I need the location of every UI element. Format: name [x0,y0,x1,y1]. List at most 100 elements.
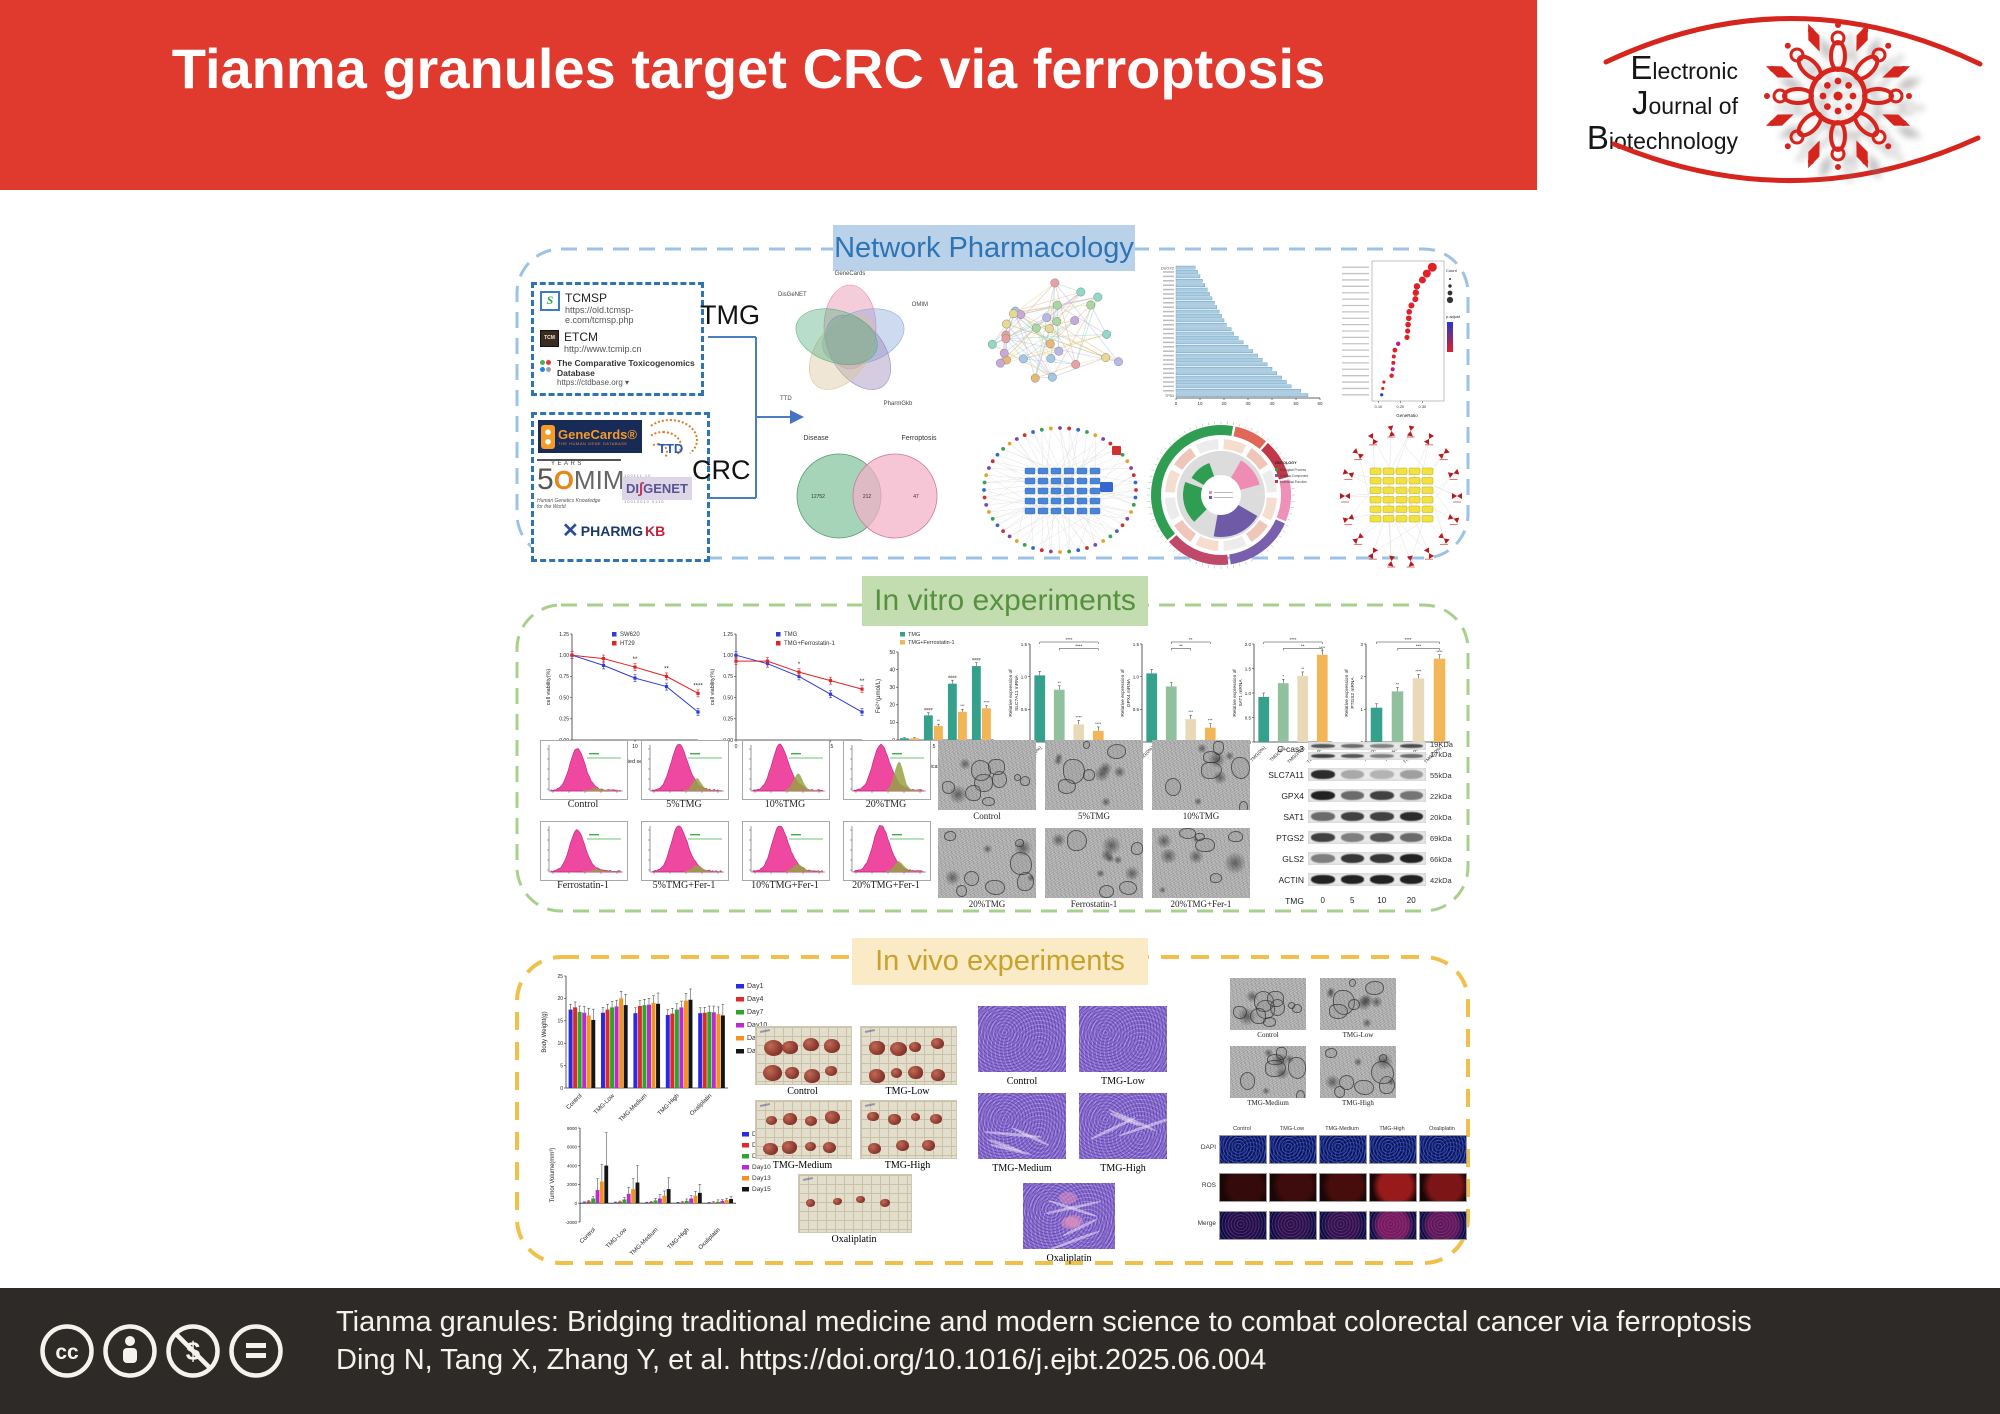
he-panel-label: Oxaliplatin [1046,1253,1092,1264]
svg-text:30: 30 [889,685,895,691]
svg-text:cc: cc [55,1341,79,1364]
ttd-logo: TTD [642,417,702,461]
flow-panel [843,821,931,881]
flow-panel-label: 10%TMG [764,799,806,810]
svg-text:0.75: 0.75 [723,674,733,680]
blot-kda-label: 42kDa [1430,876,1452,885]
svg-text:8000: 8000 [567,1126,578,1131]
crc-databases-box: GeneCards® THE HUMAN GENE DATABASE TTD Y… [531,412,710,562]
blot-band [1340,812,1364,821]
blot-band [1399,854,1423,863]
fluor-cell [1419,1211,1467,1240]
organelle [1192,836,1199,843]
ctd-icon [540,360,552,372]
organelle [964,784,982,801]
em-panel-label: 5%TMG [1078,811,1110,821]
organelle [1057,778,1076,795]
blot-band [1399,744,1423,748]
blot-protein-label: GPX4 [1281,791,1304,801]
tumor-blob [855,1195,865,1204]
fluor-cell [1269,1135,1317,1164]
organelle [1327,987,1336,995]
organelle [1371,1061,1395,1085]
ctd-url: https://ctdbase.org ▾ [557,378,630,387]
svg-text:**: ** [1058,680,1062,685]
svg-text:47: 47 [913,494,919,500]
organelle [1238,801,1249,810]
svg-text:Day1: Day1 [747,983,763,990]
organelle [1224,849,1246,876]
footer-bar: cc $ Tianma granules: Bridging tradition… [0,1288,2000,1414]
he-panel-label: TMG-Low [1101,1076,1145,1087]
em-panel-label: Control [1257,1031,1279,1039]
tumor-photos-figure: Control TMG-Low TMG-Medium TMG-High Oxalipla… [750,1020,968,1260]
fluor-cell [1419,1135,1467,1164]
svg-text:TMG-Medium: TMG-Medium [629,1227,659,1257]
blot-kda-label: 17kDa [1430,750,1452,759]
em-panel-label: Control [973,811,1001,821]
blot-lane-header: TMG [1285,896,1304,906]
tcmsp-icon: S [540,291,560,311]
svg-text:212: 212 [863,494,872,500]
journal-logo-mark [1598,4,1988,186]
svg-text:10: 10 [557,1041,563,1047]
blot-band [1311,770,1335,779]
he-panel [1023,1183,1115,1249]
cc-nd-icon [229,1324,283,1378]
svg-text:****: **** [1289,637,1296,642]
tumor-blob [888,1114,902,1126]
organelle [1094,870,1106,878]
organelle [944,831,957,842]
organelle [959,758,971,771]
fluor-cell [1219,1173,1267,1202]
tumor-photo-label: TMG-Low [885,1086,930,1097]
em-panel [938,740,1036,810]
citation-title: Tianma granules: Bridging traditional me… [336,1306,1752,1338]
tumor-photo-panel [860,1100,957,1159]
flow-panel-label: 5%TMG [666,799,702,810]
tumor-blob [833,1197,842,1205]
blot-strip [1308,873,1426,886]
section-header-network-pharmacology: Network Pharmacology [833,225,1135,271]
ttd-title: TTD [658,441,684,456]
organelle [1015,838,1024,847]
svg-text:****: **** [1065,637,1072,642]
svg-text:***: *** [1208,718,1213,723]
blot-kda-label: 66kDa [1430,855,1452,864]
target-network-figure [975,420,1145,562]
he-panel-label: Control [1006,1076,1038,1087]
journal-name-line1: Electronic [1630,49,1738,86]
blot-strip [1308,810,1426,823]
flow-panel [540,821,628,881]
tumor-blob [764,1040,783,1057]
organelle [1019,776,1030,786]
blot-band [1340,770,1364,779]
blot-kda-label: 55kDa [1430,771,1452,780]
fluor-cell [1419,1173,1467,1202]
em-panel [1152,828,1250,898]
svg-text:4000: 4000 [567,1163,578,1168]
svg-text:0.30: 0.30 [1419,404,1428,409]
svg-text:**: ** [1396,681,1400,686]
pen-mark [759,1102,771,1108]
database-tcmsp: S TCMSP https://old.tcmsp-e.com/tcmsp.ph… [540,291,695,325]
flow-panel [641,821,729,881]
organelle [1295,1089,1306,1098]
organelle [1009,851,1033,876]
blot-band [1399,875,1423,884]
svg-text:20: 20 [1221,401,1227,406]
svg-text:**: ** [1301,644,1305,649]
organelle [1066,830,1087,851]
organelle [1099,884,1114,898]
organelle [1333,1086,1345,1098]
svg-text:ONTOLOGY: ONTOLOGY [1275,461,1297,465]
tumor-blob [910,1113,921,1122]
organelle [1189,848,1203,866]
tumor-blob [908,1066,923,1079]
svg-text:**: ** [1301,666,1305,671]
svg-text:TMG-Medium: TMG-Medium [618,1093,648,1123]
svg-text:Day10: Day10 [752,1164,771,1171]
organelle [1338,1075,1355,1091]
em-panel [1045,828,1143,898]
organelle [1245,990,1258,1003]
